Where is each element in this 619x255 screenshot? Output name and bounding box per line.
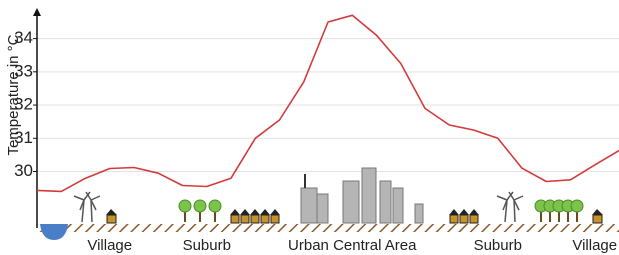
chart: Temperature in °C 3031323334VillageSubur… <box>0 0 619 255</box>
x-category-label: Village <box>87 237 132 254</box>
temperature-line <box>37 15 619 191</box>
y-tick-label: 32 <box>14 95 33 114</box>
landscape <box>37 168 619 240</box>
x-category-label: Suburb <box>474 237 522 254</box>
y-tick-label: 33 <box>14 61 33 80</box>
y-tick-label: 30 <box>14 161 33 180</box>
y-tick-label: 34 <box>14 28 33 47</box>
x-category-label: Village <box>572 237 617 254</box>
y-tick-label: 31 <box>14 128 33 147</box>
x-category-label: Urban Central Area <box>288 237 417 254</box>
y-axis-arrow <box>33 8 41 16</box>
x-category-label: Suburb <box>183 237 231 254</box>
page: {"chart_data": {"type": "line", "y_label… <box>0 0 619 255</box>
